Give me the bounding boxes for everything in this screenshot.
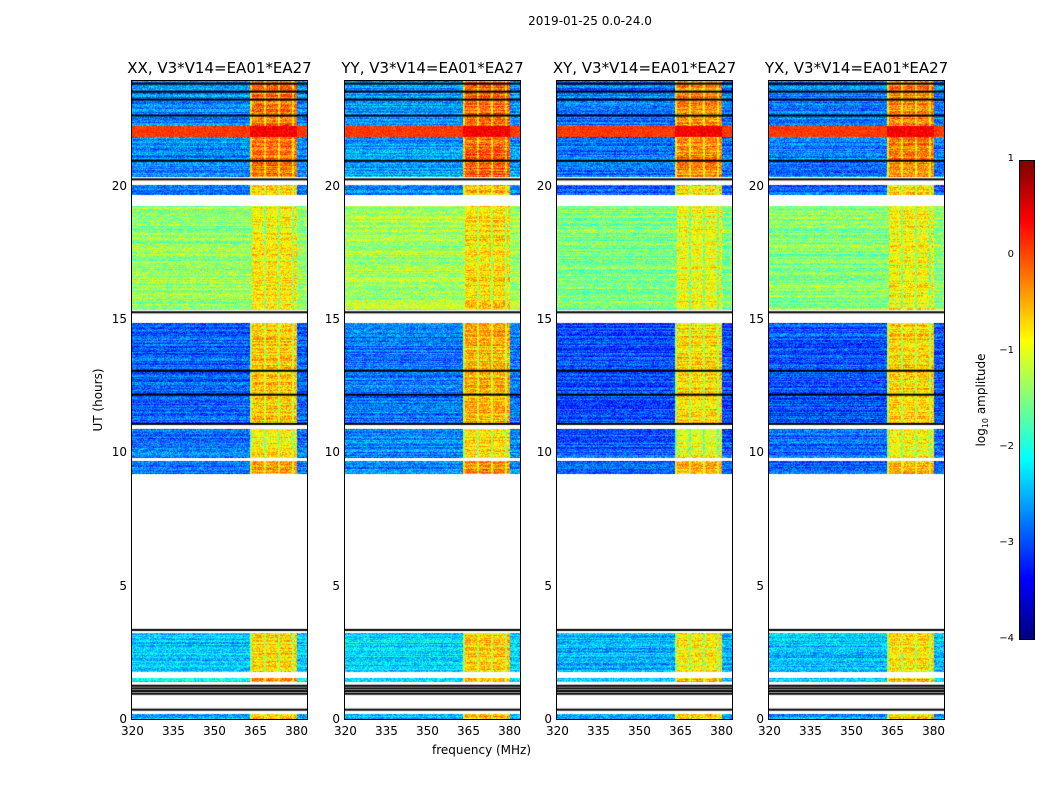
x-tick-label: 335 [587,724,610,738]
figure-title: 2019-01-25 0.0-24.0 [528,14,652,28]
x-tick-label: 320 [334,724,357,738]
colorbar [1019,160,1035,640]
y-tick-label: 10 [324,445,340,460]
y-tick-label: 5 [756,578,764,593]
x-tick-label: 320 [546,724,569,738]
panel-title: YX, V3*V14=EA01*EA27 [764,59,949,77]
y-tick-label: 0 [756,712,764,726]
x-tick-label: 320 [758,724,781,738]
y-tick-label: 10 [536,445,552,460]
colorbar-tick-label: −2 [999,441,1014,452]
x-tick-label: 365 [881,724,904,738]
y-tick-label: 20 [536,178,552,193]
heatmap-panel [131,80,308,720]
y-tick-label: 15 [536,312,552,326]
y-tick-label: 0 [332,712,340,726]
heatmap-panel [344,80,521,720]
y-tick-label: 0 [119,712,127,726]
y-tick-label: 10 [111,445,127,460]
x-tick-label: 335 [799,724,822,738]
x-tick-label: 365 [244,724,267,738]
x-tick-label: 335 [162,724,185,738]
x-tick-label: 335 [375,724,398,738]
panel-title: XX, V3*V14=EA01*EA27 [127,59,312,77]
y-tick-label: 20 [111,178,127,193]
x-tick-label: 380 [710,724,733,738]
x-tick-label: 350 [203,724,226,738]
colorbar-tick-label: 0 [1007,249,1014,260]
panel-title: YY, V3*V14=EA01*EA27 [341,59,524,77]
x-axis-label: frequency (MHz) [432,743,532,757]
heatmap-cells [557,81,732,719]
colorbar-label: log10 amplitude [973,353,991,447]
y-tick-label: 5 [544,578,552,593]
heatmap-cells [769,81,944,719]
y-tick-label: 5 [332,578,340,593]
colorbar-tick-label: −4 [999,633,1014,644]
x-tick-label: 380 [498,724,521,738]
y-tick-label: 20 [324,178,340,193]
x-tick-label: 365 [457,724,480,738]
heatmap-panel [768,80,945,720]
y-tick-label: 15 [324,312,340,326]
panel-title: XY, V3*V14=EA01*EA27 [552,59,737,77]
y-tick-label: 15 [748,312,764,326]
y-axis-label: UT (hours) [91,368,105,432]
heatmap-cells [345,81,520,719]
heatmap-cells [132,81,307,719]
x-tick-label: 365 [669,724,692,738]
colorbar-tick-label: −1 [999,345,1014,356]
colorbar-tick-label: 1 [1007,153,1014,164]
colorbar-tick-label: −3 [999,537,1014,548]
x-tick-label: 320 [121,724,144,738]
y-tick-label: 15 [111,312,127,326]
x-tick-label: 350 [840,724,863,738]
y-tick-label: 0 [544,712,552,726]
y-tick-label: 10 [748,445,764,460]
y-tick-label: 20 [748,178,764,193]
heatmap-panel [556,80,733,720]
x-tick-label: 350 [416,724,439,738]
x-tick-label: 380 [285,724,308,738]
x-tick-label: 380 [922,724,945,738]
y-tick-label: 5 [119,578,127,593]
x-tick-label: 350 [628,724,651,738]
